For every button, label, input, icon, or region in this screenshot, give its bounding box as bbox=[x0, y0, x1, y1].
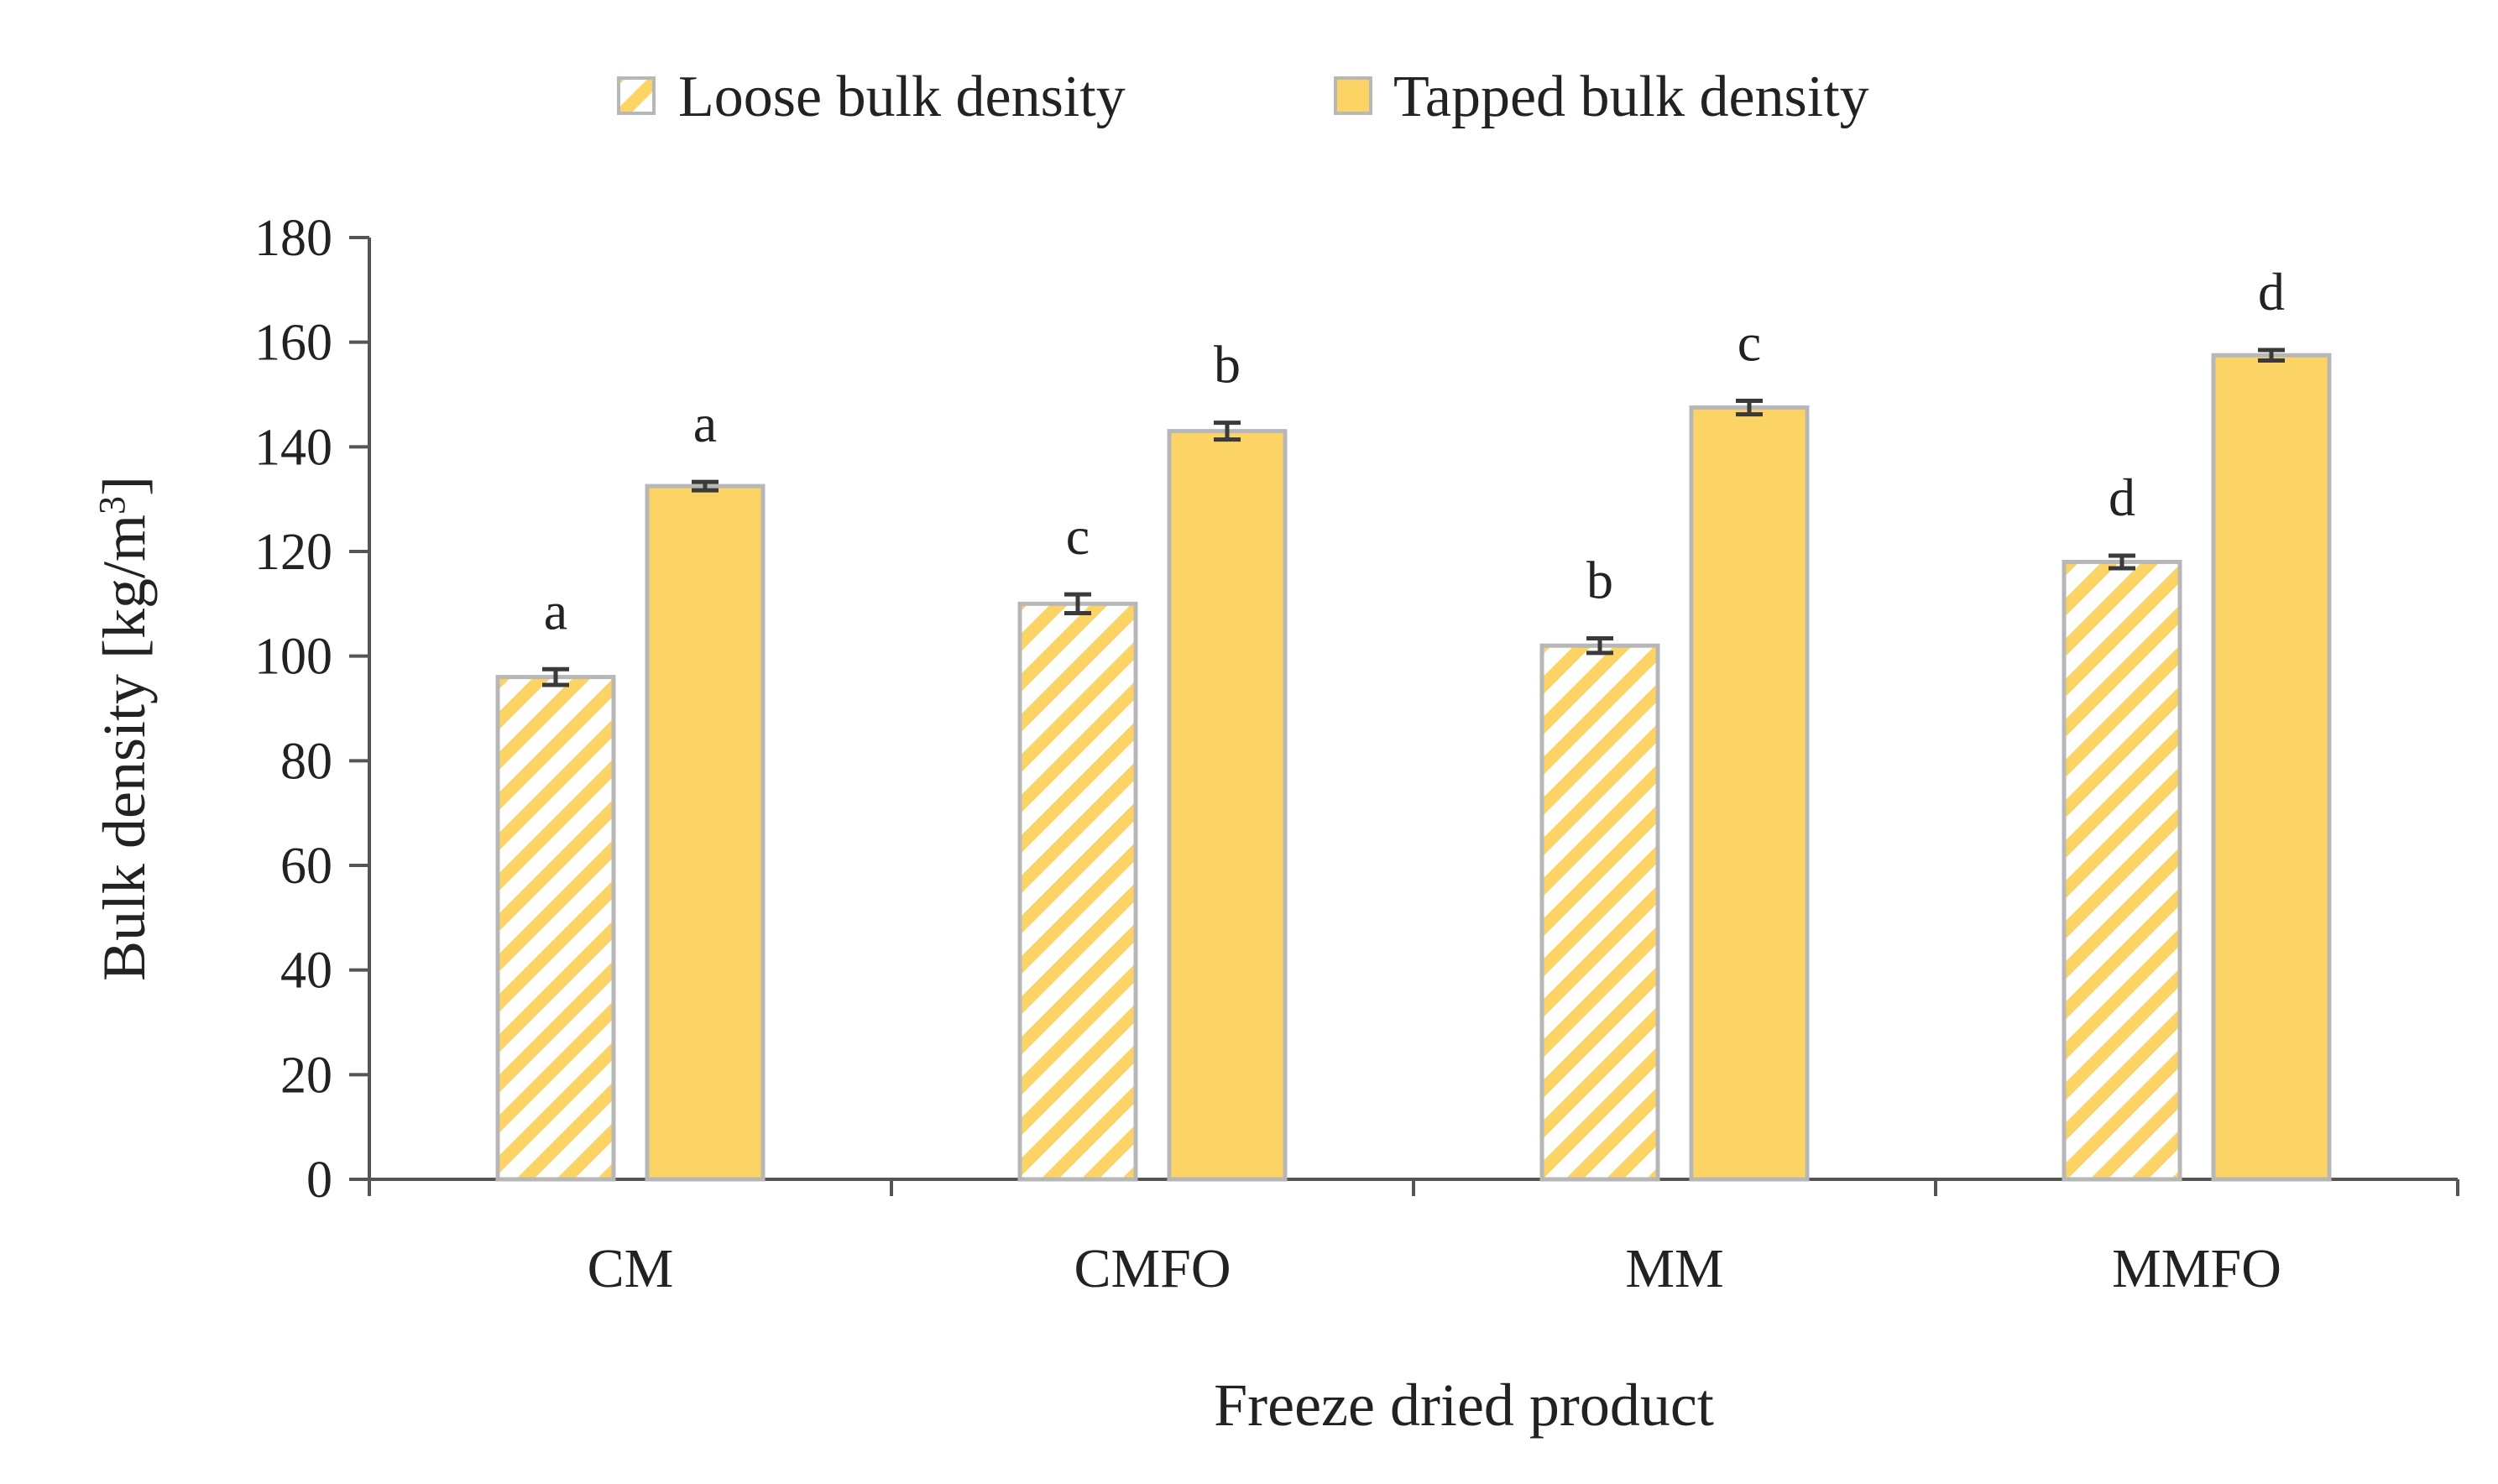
significance-label: d bbox=[2109, 468, 2135, 527]
bar-loose bbox=[1017, 601, 1138, 1182]
legend-item-tapped: Tapped bulk density bbox=[1334, 65, 1869, 129]
significance-label: c bbox=[1738, 312, 1761, 372]
x-category-label: MMFO bbox=[2112, 1238, 2281, 1299]
y-tick-label: 140 bbox=[254, 419, 332, 476]
legend-label-loose: Loose bulk density bbox=[678, 65, 1126, 129]
significance-label: b bbox=[1214, 335, 1241, 395]
y-tick-label: 20 bbox=[280, 1047, 332, 1104]
bar-tapped bbox=[2211, 353, 2332, 1182]
legend-label-tapped: Tapped bulk density bbox=[1393, 65, 1869, 129]
bar-tapped bbox=[1689, 405, 1810, 1182]
legend: Loose bulk density Tapped bulk density bbox=[617, 65, 1869, 129]
bar-tapped bbox=[645, 483, 766, 1182]
y-axis-title-suffix: ] bbox=[91, 476, 158, 496]
bar-loose bbox=[495, 675, 616, 1182]
x-axis: CM CMFO MM MMFO bbox=[368, 1178, 2459, 1299]
significance-label: d bbox=[2258, 262, 2285, 321]
significance-label: a bbox=[544, 581, 567, 640]
bars: a a c b b c d d bbox=[495, 262, 2332, 1182]
legend-swatch-loose bbox=[617, 76, 656, 115]
x-category-label: CM bbox=[588, 1238, 674, 1299]
y-tick-label: 0 bbox=[306, 1152, 332, 1209]
y-axis-title-main: Bulk density [kg/m bbox=[91, 515, 158, 981]
legend-item-loose: Loose bulk density bbox=[617, 65, 1126, 129]
y-axis: 0 20 40 60 80 100 120 140 160 180 bbox=[254, 210, 371, 1209]
y-tick-label: 160 bbox=[254, 315, 332, 372]
y-axis-title-superscript: 3 bbox=[91, 496, 133, 515]
significance-label: b bbox=[1586, 550, 1613, 609]
x-category-label: MM bbox=[1625, 1238, 1723, 1299]
y-axis-title: Bulk density [kg/m3] bbox=[91, 476, 158, 981]
x-axis-title: Freeze dried product bbox=[1214, 1372, 1714, 1439]
significance-label: a bbox=[693, 394, 717, 453]
bar-tapped bbox=[1167, 429, 1288, 1182]
bar-loose bbox=[1539, 643, 1660, 1182]
y-tick-label: 60 bbox=[280, 838, 332, 895]
x-category-label: CMFO bbox=[1074, 1238, 1231, 1299]
significance-label: c bbox=[1066, 506, 1090, 566]
y-tick-label: 180 bbox=[254, 210, 332, 267]
y-tick-label: 80 bbox=[280, 733, 332, 790]
y-tick-label: 100 bbox=[254, 629, 332, 686]
y-tick-label: 40 bbox=[280, 943, 332, 1000]
bar-loose bbox=[2062, 559, 2182, 1182]
y-tick-label: 120 bbox=[254, 524, 332, 581]
legend-swatch-tapped bbox=[1334, 76, 1372, 115]
